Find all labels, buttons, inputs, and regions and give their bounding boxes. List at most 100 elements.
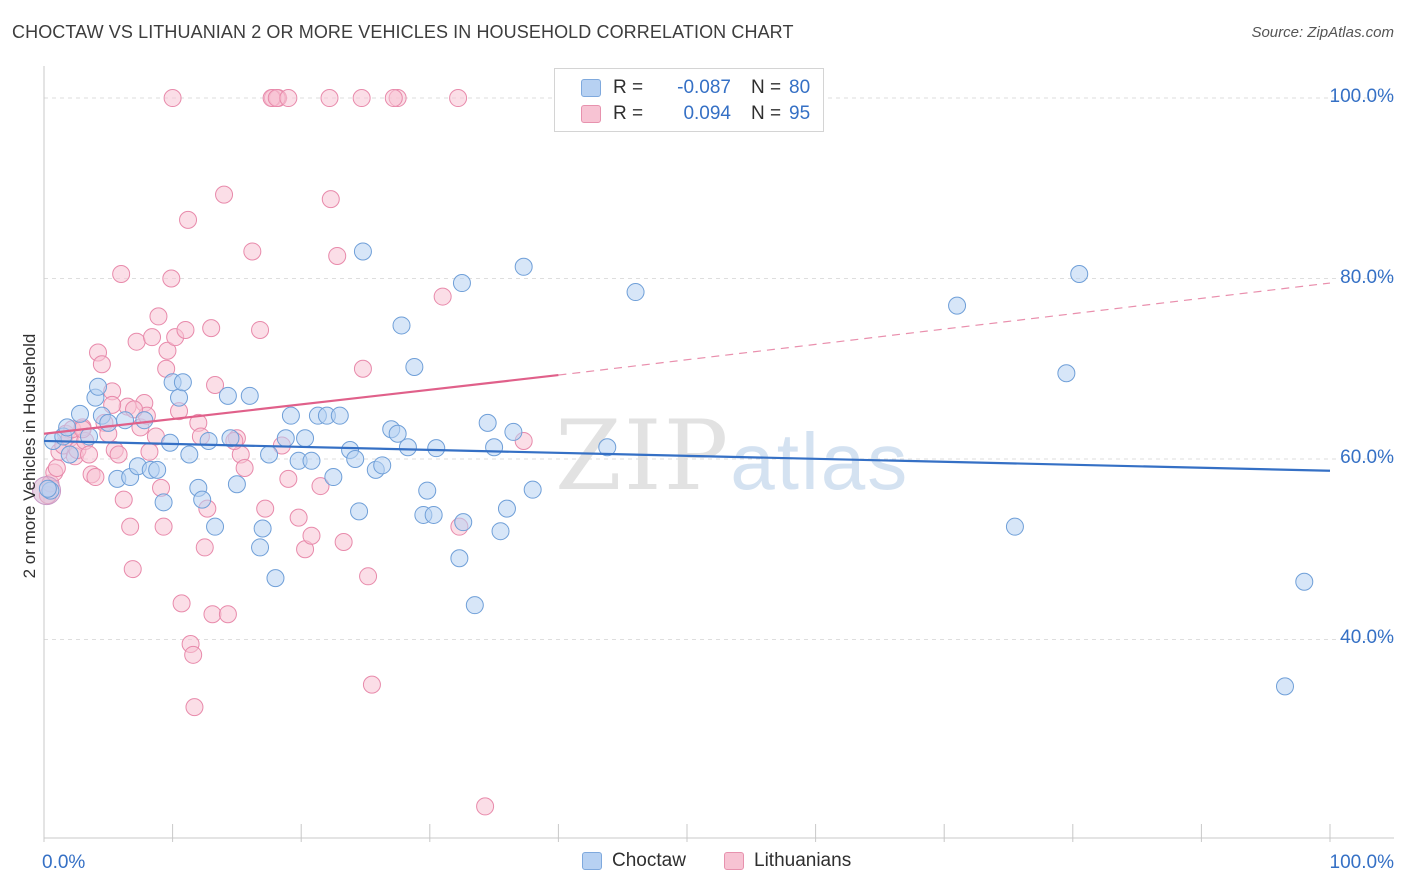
lithuanians-point — [302, 526, 321, 545]
choctaw-point — [1057, 364, 1076, 383]
choctaw-point — [276, 429, 295, 448]
choctaw-point — [221, 429, 240, 448]
choctaw-point — [373, 456, 392, 475]
choctaw-point — [424, 505, 443, 524]
choctaw-point — [598, 438, 617, 457]
choctaw-swatch — [582, 852, 602, 870]
y-tick-label: 100.0% — [1329, 86, 1394, 108]
lithuanians-point — [202, 319, 221, 338]
lithuanians-point — [154, 517, 173, 536]
choctaw-point — [193, 490, 212, 509]
legend-r-label: R = — [613, 103, 644, 124]
y-tick-label: 60.0% — [1340, 447, 1394, 468]
watermark: ZIPatlas — [555, 400, 909, 512]
choctaw-point — [626, 283, 645, 302]
lithuanians-point — [279, 89, 298, 108]
choctaw-point — [504, 422, 523, 441]
lithuanians-point — [184, 645, 203, 664]
lithuanians-point — [476, 797, 495, 816]
lithuanians-point — [185, 698, 204, 717]
lithuanians-point — [92, 355, 111, 374]
choctaw-point — [353, 242, 372, 261]
choctaw-point — [350, 502, 369, 521]
lithuanians-point — [359, 567, 378, 586]
x-tick-label-min: 0.0% — [42, 852, 86, 873]
lithuanians-point — [143, 328, 162, 347]
choctaw-point — [170, 388, 189, 407]
choctaw-point — [199, 431, 218, 450]
lithuanians-point — [215, 185, 234, 204]
lithuanians-point — [218, 605, 237, 624]
lithuanians-point — [158, 341, 177, 360]
x-tick-label-max: 100.0% — [1329, 852, 1394, 873]
lithuanians-point — [80, 445, 99, 464]
legend-r-value: -0.087 — [677, 77, 731, 98]
choctaw-point — [1295, 572, 1314, 591]
choctaw-point — [330, 406, 349, 425]
y-tick-label: 40.0% — [1340, 627, 1394, 649]
choctaw-point — [948, 296, 967, 315]
choctaw-point — [427, 439, 446, 458]
choctaw-label: Choctaw — [612, 850, 686, 871]
lithuanians-point — [162, 269, 181, 288]
lithuanians-point — [334, 533, 353, 552]
legend-n-label: N = — [751, 77, 782, 98]
choctaw-point — [99, 413, 118, 432]
choctaw-point — [180, 445, 199, 464]
choctaw-point — [60, 445, 79, 464]
choctaw-point — [266, 569, 285, 588]
lithuanians-label: Lithuanians — [754, 850, 852, 871]
choctaw-point — [206, 517, 225, 536]
choctaw-point — [514, 257, 533, 276]
choctaw-point — [89, 377, 108, 396]
legend-n-value: 80 — [789, 77, 811, 98]
choctaw-point — [392, 316, 411, 335]
choctaw-point — [296, 429, 315, 448]
choctaw-point — [58, 418, 77, 437]
choctaw-point — [465, 596, 484, 615]
choctaw-point — [398, 438, 417, 457]
choctaw-point — [240, 386, 259, 405]
lithuanians-point — [328, 246, 347, 265]
choctaw-point — [148, 460, 167, 479]
choctaw-point — [452, 274, 471, 293]
choctaw-point — [491, 522, 510, 541]
choctaw-point — [253, 519, 272, 538]
lithuanians-point — [384, 89, 403, 108]
choctaw-point — [450, 549, 469, 568]
choctaw-point — [405, 357, 424, 376]
lithuanians-point — [289, 508, 308, 527]
lithuanians-point — [320, 89, 339, 108]
choctaw-point — [1275, 677, 1294, 696]
choctaw-point — [523, 480, 542, 499]
lithuanians-point — [140, 442, 159, 461]
choctaw-point — [227, 475, 246, 494]
choctaw-point — [173, 373, 192, 392]
series-legend-choctaw[interactable]: Choctaw — [582, 850, 686, 872]
lithuanians-point — [243, 242, 262, 261]
lithuanians-point — [47, 459, 66, 478]
choctaw-points — [38, 242, 1314, 696]
lithuanians-trend-line — [43, 373, 559, 435]
legend-r-value: 0.094 — [683, 103, 731, 124]
series-legend-lithuanians[interactable]: Lithuanians — [724, 850, 851, 872]
lithuanians-point — [121, 517, 140, 536]
lithuanians-trend-extension — [558, 282, 1331, 376]
lithuanians-point — [109, 445, 128, 464]
lithuanians-point — [163, 89, 182, 108]
watermark-atlas: atlas — [730, 417, 910, 506]
choctaw-point — [1005, 517, 1024, 536]
choctaw-point — [135, 411, 154, 430]
lithuanians-point — [449, 89, 468, 108]
lithuanians-point — [352, 89, 371, 108]
lithuanians-point — [127, 332, 146, 351]
choctaw-point — [485, 438, 504, 457]
y-axis-label: 2 or more Vehicles in Household — [20, 333, 39, 579]
lithuanians-points — [32, 89, 533, 816]
choctaw-point — [302, 451, 321, 470]
lithuanians-point — [86, 468, 105, 487]
lithuanians-point — [176, 320, 195, 339]
lithuanians-point — [256, 499, 275, 518]
lithuanians-point — [195, 538, 214, 557]
lithuanians-point — [321, 190, 340, 209]
